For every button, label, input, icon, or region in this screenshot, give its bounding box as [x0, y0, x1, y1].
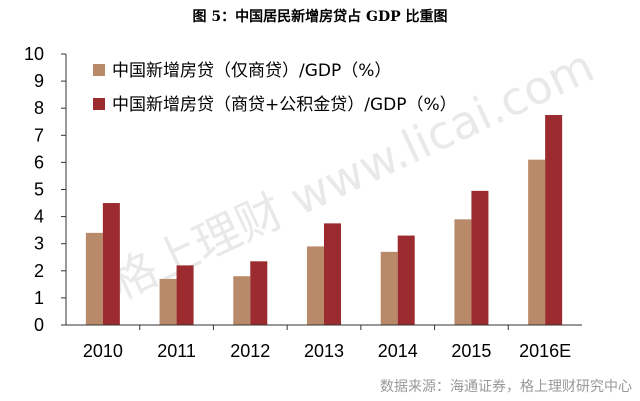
bar-commercial-plus-fund-2010: [102, 203, 120, 325]
bar-commercial-plus-fund-2015: [471, 190, 489, 325]
axes-group: 0 1 2 3 4 5 6 7 8 9 10 2010 2011 2012 2013 2014 2015 2016…: [24, 44, 582, 361]
y-tick-label: 0: [34, 315, 44, 335]
bar-commercial-only-2011: [159, 278, 177, 325]
bar-commercial-only-2010: [85, 232, 103, 325]
legend-label-1: 中国新增房贷（商贷+公积金贷）/GDP（%）: [112, 95, 457, 115]
legend: 中国新增房贷（仅商贷）/GDP（%） 中国新增房贷（商贷+公积金贷）/GDP（%）: [93, 61, 457, 115]
bar-commercial-plus-fund-2014: [397, 235, 415, 325]
bar-commercial-only-2015: [454, 219, 472, 325]
bar-commercial-plus-fund-2016E: [545, 114, 563, 325]
legend-label-0: 中国新增房贷（仅商贷）/GDP（%）: [112, 61, 391, 81]
x-tick-label: 2010: [83, 341, 123, 361]
bar-commercial-only-2012: [233, 276, 251, 325]
legend-swatch-0: [93, 64, 105, 76]
bar-commercial-plus-fund-2011: [176, 265, 194, 325]
x-tick-label: 2011: [157, 341, 196, 361]
legend-swatch-1: [93, 98, 105, 110]
y-tick-label: 4: [34, 207, 44, 227]
y-tick-label: 3: [34, 234, 44, 254]
x-tick-label: 2012: [230, 341, 270, 361]
chart-title: 图 5：中国居民新增房贷占 GDP 比重图: [192, 9, 448, 25]
y-tick-label: 8: [34, 98, 44, 118]
source-note: 数据来源：海通证券，格上理财研究中心: [380, 379, 632, 395]
x-tick-label: 2013: [304, 341, 344, 361]
x-tick-label: 2015: [451, 341, 491, 361]
x-tick-label: 2014: [378, 341, 418, 361]
y-tick-label: 10: [24, 44, 44, 64]
y-tick-label: 7: [34, 125, 44, 145]
bar-commercial-plus-fund-2013: [324, 223, 341, 325]
y-tick-label: 6: [34, 152, 44, 172]
y-tick-label: 9: [34, 71, 44, 91]
bar-commercial-only-2016E: [528, 159, 546, 325]
bar-commercial-only-2014: [380, 251, 398, 325]
bars-group: [85, 114, 563, 325]
y-tick-label: 2: [34, 261, 44, 281]
bar-commercial-only-2013: [307, 246, 324, 325]
y-tick-label: 5: [34, 180, 44, 200]
x-tick-label: 2016E: [519, 341, 571, 361]
bar-commercial-plus-fund-2012: [250, 261, 268, 325]
y-tick-label: 1: [34, 288, 44, 308]
